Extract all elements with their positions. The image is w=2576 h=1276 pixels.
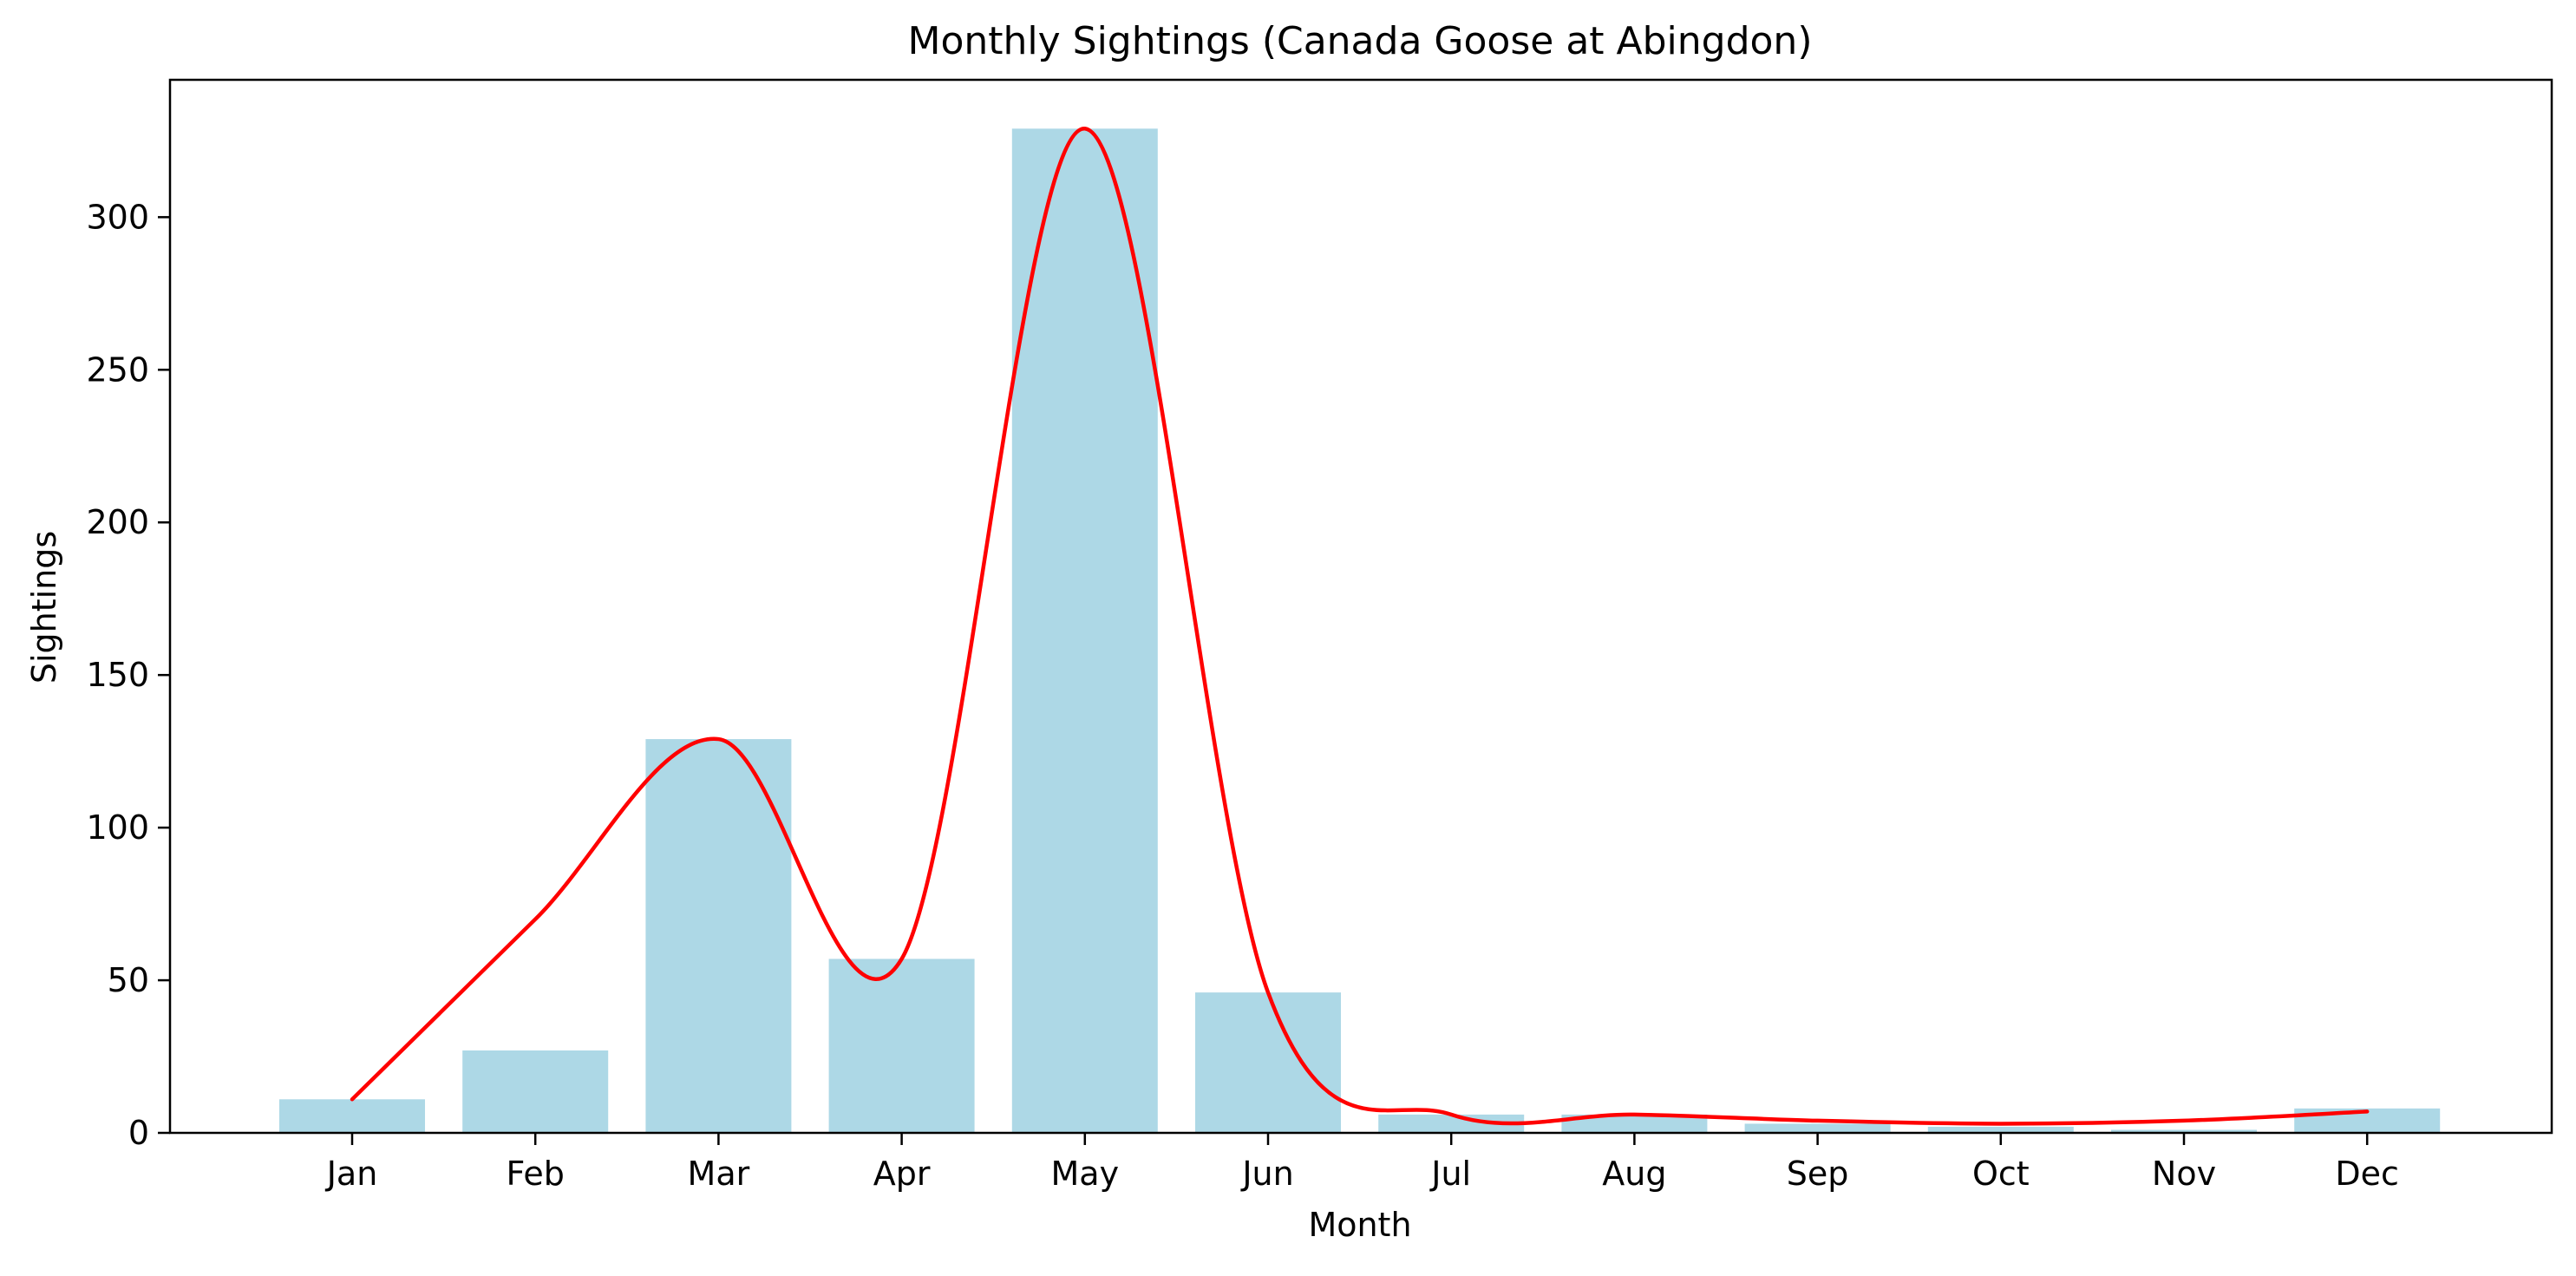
y-tick-label: 50 — [108, 961, 149, 999]
y-tick-label: 150 — [86, 656, 149, 694]
x-tick-label: Jun — [1240, 1155, 1293, 1193]
x-tick-label: Nov — [2152, 1155, 2216, 1193]
bar-mar — [645, 739, 792, 1133]
y-axis-label: Sightings — [25, 531, 63, 684]
trend-line-group — [350, 127, 2370, 1126]
x-tick-label: Jul — [1429, 1155, 1471, 1193]
bar-jan — [279, 1099, 425, 1133]
y-tick-label: 0 — [128, 1114, 149, 1152]
x-tick-label: Dec — [2335, 1155, 2399, 1193]
x-tick-label: Oct — [1972, 1155, 2030, 1193]
x-axis-label: Month — [1308, 1206, 1411, 1244]
bar-apr — [828, 959, 975, 1133]
trend-line — [350, 127, 2370, 1126]
bar-feb — [462, 1050, 609, 1133]
bar-jun — [1195, 992, 1341, 1133]
x-tick-label: Sep — [1787, 1155, 1849, 1193]
x-tick-label: May — [1051, 1155, 1120, 1193]
y-tick-label: 100 — [86, 808, 149, 847]
chart-title: Monthly Sightings (Canada Goose at Abing… — [907, 19, 1812, 63]
bar-sep — [1744, 1123, 1891, 1133]
y-tick-label: 200 — [86, 503, 149, 541]
bar-oct — [1927, 1126, 2074, 1133]
bar-jul — [1378, 1114, 1525, 1133]
plot-frame — [168, 78, 2553, 1135]
x-axis-ticks: Jan Feb Mar Apr May Jun Jul Aug Sep Oct Nov Dec — [325, 1133, 2399, 1193]
y-tick-label: 250 — [86, 350, 149, 389]
x-tick-label: Apr — [873, 1155, 931, 1193]
x-tick-label: Mar — [688, 1155, 750, 1193]
y-tick-label: 300 — [86, 198, 149, 236]
bar-nov — [2111, 1129, 2257, 1133]
bar-group — [279, 128, 2441, 1133]
x-tick-label: Aug — [1602, 1155, 1666, 1193]
x-tick-label: Jan — [325, 1155, 378, 1193]
bar-may — [1011, 128, 1158, 1133]
x-tick-label: Feb — [507, 1155, 565, 1193]
y-axis-ticks: 0 50 100 150 200 250 300 — [86, 198, 170, 1152]
bar-aug — [1561, 1114, 1708, 1133]
